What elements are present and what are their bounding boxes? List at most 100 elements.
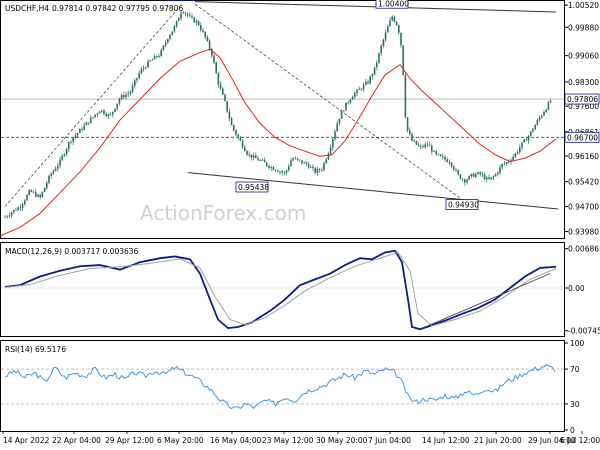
candle-body bbox=[19, 207, 22, 209]
candle-body bbox=[549, 101, 552, 103]
candle-body bbox=[404, 74, 407, 118]
candle-body bbox=[81, 128, 83, 130]
macd-y-tick-label: 0.006861 bbox=[568, 245, 600, 254]
candle-body bbox=[402, 45, 404, 75]
candle-body bbox=[409, 130, 411, 135]
candle-body bbox=[46, 182, 48, 188]
x-tick-label: 29 Apr 12:00 bbox=[105, 436, 154, 445]
candle-body bbox=[107, 114, 110, 116]
candle-body bbox=[156, 56, 158, 57]
candle-body bbox=[417, 144, 420, 146]
candle-body bbox=[52, 170, 55, 174]
candle-body bbox=[48, 175, 50, 183]
candle-body bbox=[149, 60, 151, 62]
candle-body bbox=[184, 12, 187, 14]
candle-body bbox=[131, 85, 134, 92]
candle-body bbox=[292, 158, 294, 161]
macd-y-tick-label: 0.00 bbox=[568, 284, 585, 293]
candle-body bbox=[178, 18, 180, 21]
macd-panel bbox=[0, 242, 565, 337]
candle-body bbox=[213, 55, 215, 63]
candle-body bbox=[505, 162, 508, 164]
rsi-y-tick-label: 0 bbox=[570, 426, 575, 435]
candle-body bbox=[171, 31, 173, 36]
x-tick-label: 22 Apr 04:00 bbox=[52, 436, 101, 445]
x-tick-label: 6 Jul 12:00 bbox=[560, 436, 600, 445]
candle-body bbox=[246, 151, 248, 155]
candle-body bbox=[373, 67, 376, 75]
rsi-y-tick-label: 100 bbox=[570, 339, 585, 348]
candle-body bbox=[365, 81, 367, 85]
candle-body bbox=[175, 20, 178, 27]
candle-body bbox=[233, 125, 235, 131]
candle-body bbox=[98, 111, 101, 114]
candle-body bbox=[426, 144, 429, 146]
candle-body bbox=[323, 162, 325, 170]
candle-body bbox=[83, 125, 85, 130]
candle-body bbox=[523, 139, 525, 143]
candle-body bbox=[494, 174, 497, 177]
candle-body bbox=[85, 122, 88, 126]
candle-body bbox=[145, 67, 147, 69]
candle-body bbox=[422, 146, 424, 148]
x-tick-label: 16 May 04:00 bbox=[210, 436, 262, 445]
candle-body bbox=[294, 158, 297, 160]
candle-body bbox=[74, 135, 77, 138]
candle-body bbox=[285, 170, 288, 173]
candle-body bbox=[428, 144, 431, 146]
candle-body bbox=[521, 142, 523, 148]
candle-body bbox=[543, 112, 545, 116]
candle-body bbox=[329, 147, 332, 154]
candle-body bbox=[138, 72, 140, 79]
candle-body bbox=[127, 93, 129, 95]
candle-body bbox=[173, 26, 176, 32]
price-y-tick-label: 0.95420 bbox=[568, 178, 599, 187]
candle-body bbox=[475, 174, 477, 177]
macd-label: MACD(12,26,9) 0.003717 0.003636 bbox=[5, 247, 139, 256]
candle-body bbox=[90, 117, 92, 124]
candle-body bbox=[54, 168, 57, 171]
candle-body bbox=[257, 158, 259, 161]
candle-body bbox=[290, 160, 292, 167]
candle-body bbox=[255, 155, 257, 159]
rsi-label: RSI(14) 69.5176 bbox=[5, 345, 66, 354]
candle-body bbox=[354, 93, 356, 97]
x-tick-label: 23 May 12:00 bbox=[262, 436, 314, 445]
candle-body bbox=[325, 159, 327, 163]
candle-body bbox=[13, 209, 15, 213]
candle-body bbox=[250, 154, 253, 158]
candle-body bbox=[76, 133, 79, 136]
candle-body bbox=[389, 20, 391, 27]
candle-body bbox=[208, 40, 211, 50]
price-header-symbol: USDCHF,H4 bbox=[5, 4, 49, 13]
candle-body bbox=[448, 162, 451, 163]
candle-body bbox=[525, 139, 528, 141]
rsi-y-tick-label: 70 bbox=[570, 365, 580, 374]
candle-body bbox=[488, 177, 490, 180]
candle-body bbox=[310, 166, 312, 168]
candle-body bbox=[118, 98, 121, 104]
candle-body bbox=[120, 95, 123, 99]
candle-body bbox=[420, 145, 422, 147]
candle-body bbox=[519, 147, 521, 153]
candle-body bbox=[380, 45, 382, 54]
candle-body bbox=[125, 94, 127, 98]
candle-body bbox=[481, 173, 484, 175]
rsi-y-tick-label: 30 bbox=[570, 400, 580, 409]
candle-body bbox=[270, 167, 272, 168]
candle-body bbox=[314, 168, 316, 173]
candle-body bbox=[261, 159, 264, 161]
candle-body bbox=[70, 141, 72, 143]
candle-body bbox=[182, 12, 184, 14]
candle-body bbox=[367, 81, 369, 84]
candle-body bbox=[424, 144, 426, 148]
candle-body bbox=[512, 156, 514, 161]
candle-body bbox=[307, 164, 310, 168]
candle-body bbox=[433, 151, 435, 152]
candle-body bbox=[158, 56, 160, 57]
candle-body bbox=[217, 73, 220, 85]
x-tick-label: 14 Apr 2022 bbox=[3, 436, 50, 445]
candle-body bbox=[35, 192, 37, 197]
